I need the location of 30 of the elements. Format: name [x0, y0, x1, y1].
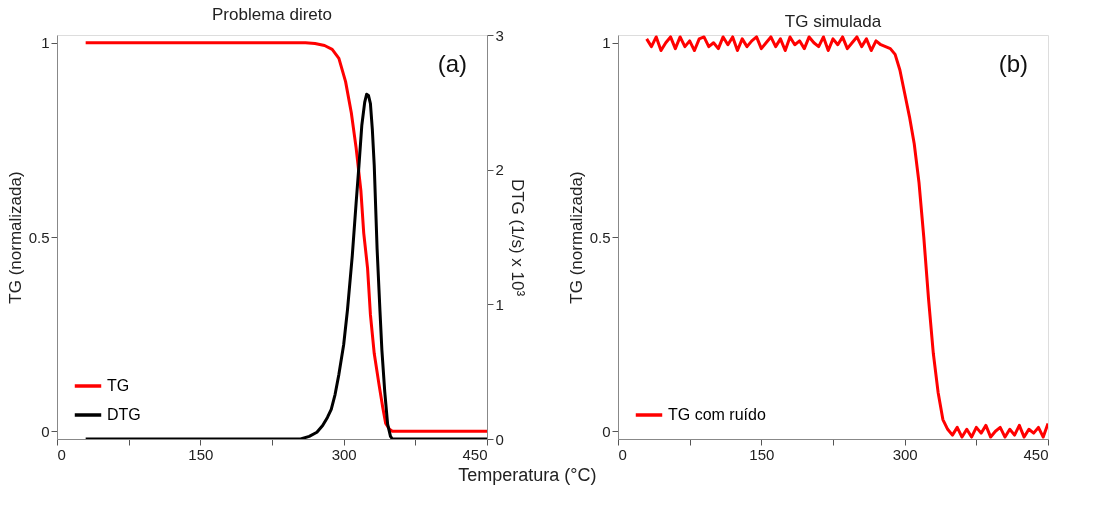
x-tick-label: 0 — [618, 445, 627, 463]
y-tick-label: 1 — [602, 34, 611, 52]
y-axis-title: TG (normalizada) — [5, 171, 25, 304]
x-tick-label: 300 — [892, 445, 918, 463]
y-axis-title: TG (normalizada) — [566, 171, 586, 304]
x-tick-label: 0 — [57, 445, 66, 463]
x-tick-label: 450 — [1023, 445, 1049, 463]
chart-title: Problema direto — [211, 5, 333, 24]
y-tick-label: 0.5 — [589, 228, 611, 246]
chart-title: TG simulada — [784, 12, 882, 31]
x-tick-label: 150 — [749, 445, 775, 463]
y-tick-label: 1 — [41, 34, 50, 52]
y2-tick-label: 0 — [495, 430, 504, 448]
legend-label: DTG — [107, 406, 141, 423]
x-axis-title: Temperatura (°C) — [458, 464, 597, 485]
y2-tick-label: 2 — [495, 161, 504, 179]
legend-label: TG com ruído — [668, 406, 766, 423]
annotation: (b) — [998, 50, 1028, 77]
annotation: (a) — [437, 50, 467, 77]
line-series — [645, 35, 1048, 439]
y2-tick-label: 1 — [495, 295, 504, 313]
y-tick-label: 0 — [602, 422, 611, 440]
x-tick-label: 450 — [462, 445, 488, 463]
x-tick-label: 300 — [331, 445, 357, 463]
y-tick-label: 0 — [41, 422, 50, 440]
y2-tick-label: 3 — [495, 26, 504, 44]
y2-axis-title: DTG (1/s) x 10³ — [507, 178, 527, 297]
y-tick-label: 0.5 — [28, 228, 50, 246]
legend-label: TG — [107, 377, 130, 394]
x-tick-label: 150 — [188, 445, 214, 463]
